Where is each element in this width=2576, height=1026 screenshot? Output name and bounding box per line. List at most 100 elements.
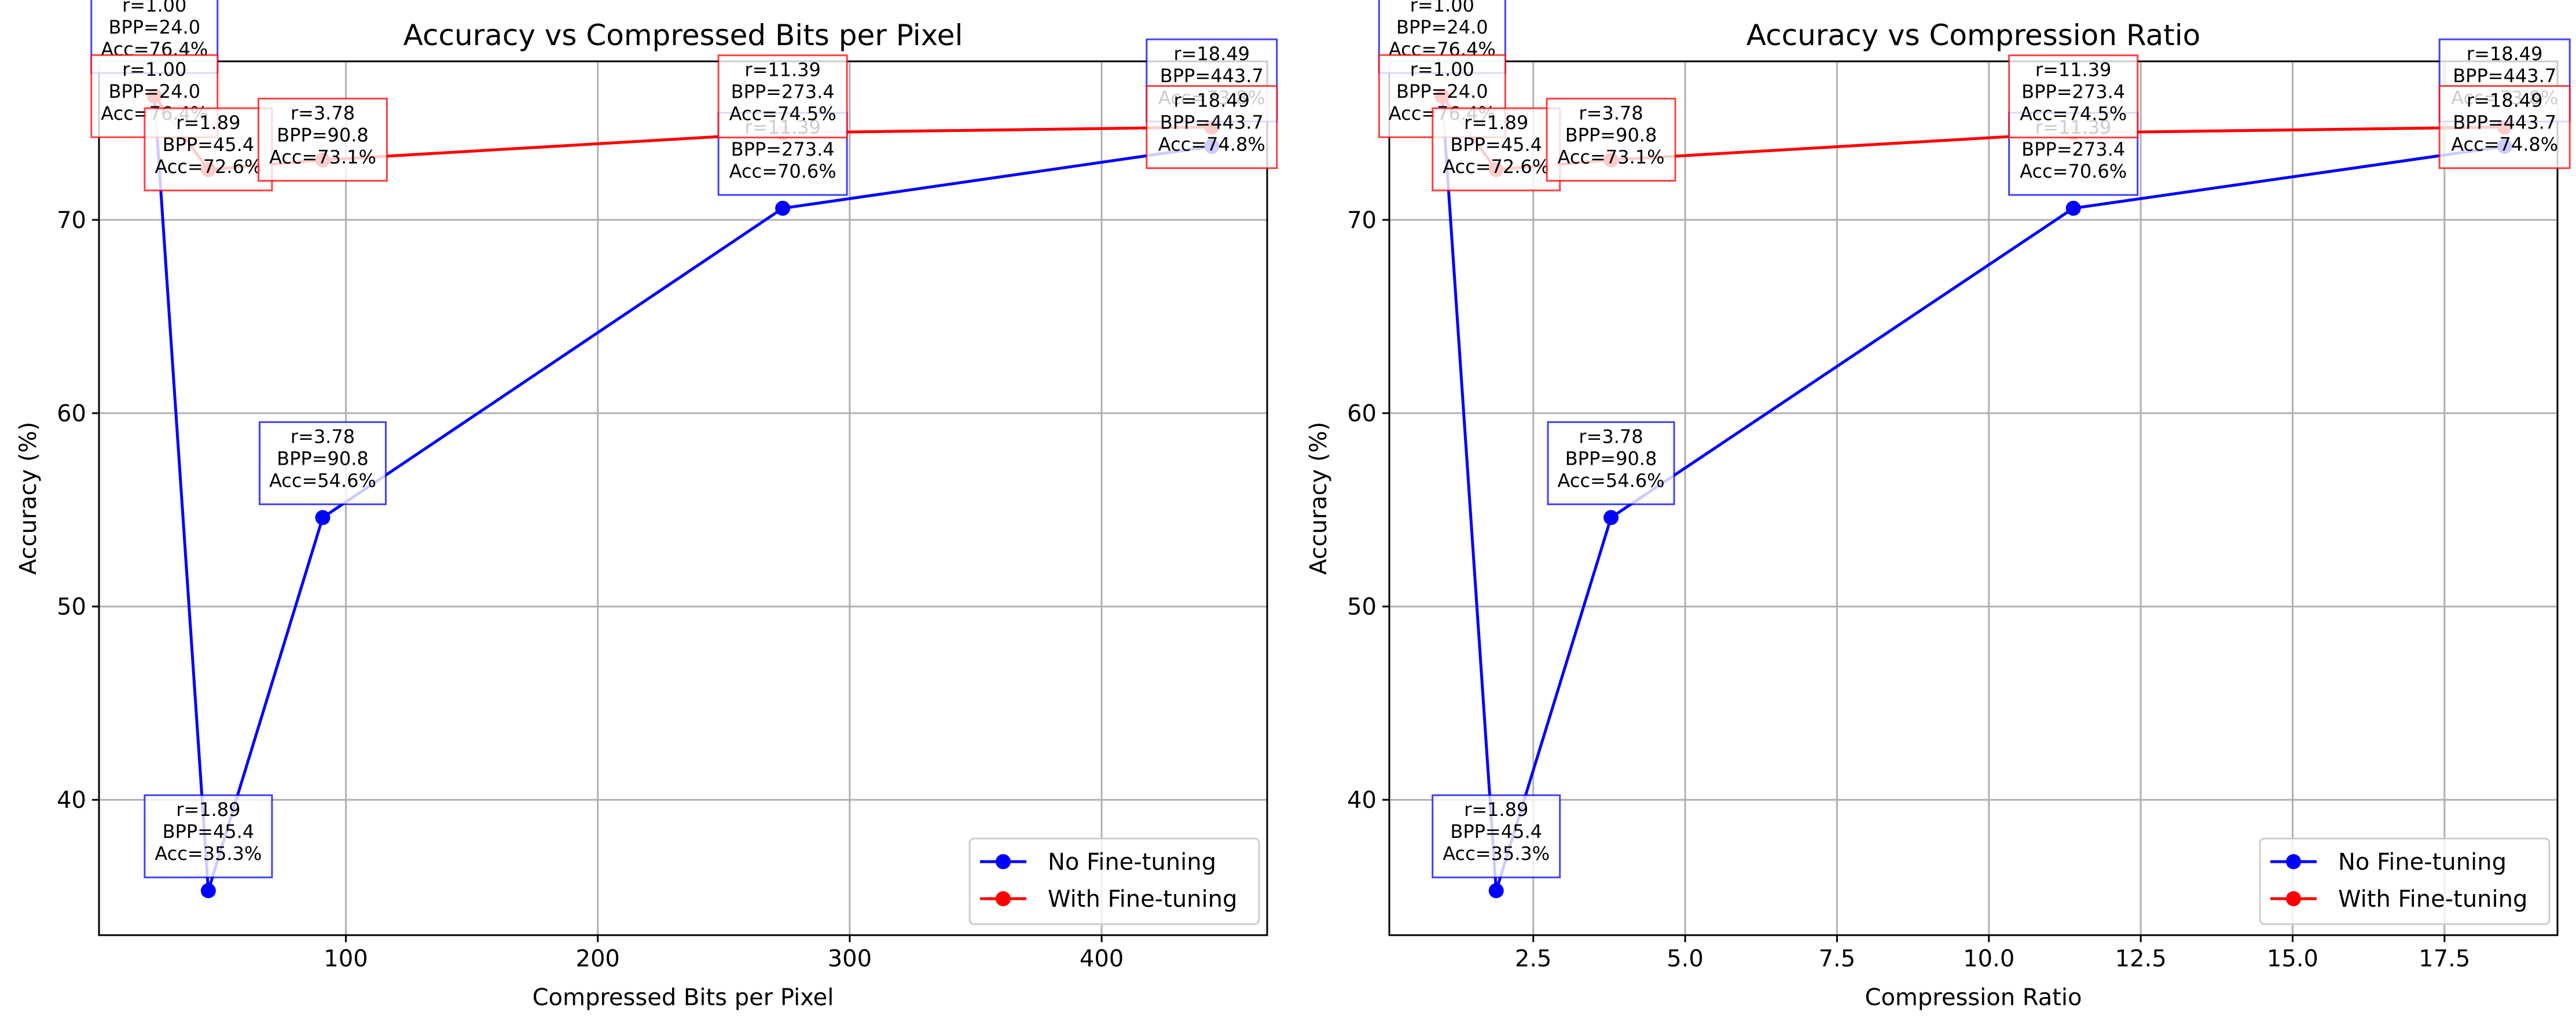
annotation-line: r=3.78 bbox=[1579, 425, 1643, 447]
annotation-box bbox=[144, 794, 273, 878]
annotation-line: BPP=90.8 bbox=[1565, 124, 1657, 146]
left-legend: No Fine-tuning With Fine-tuning bbox=[968, 837, 1260, 925]
annotation-line: BPP=24.0 bbox=[108, 80, 200, 102]
y-tick-label: 40 bbox=[1347, 787, 1377, 814]
annotation-line: r=1.00 bbox=[122, 58, 186, 80]
annotation-line: Acc=73.1% bbox=[1558, 146, 1665, 168]
annotation-line: r=18.49 bbox=[1173, 90, 1250, 112]
annotation-line: r=3.78 bbox=[291, 102, 355, 124]
y-tick-label: 40 bbox=[57, 787, 86, 814]
x-tick-label: 10.0 bbox=[1963, 946, 2014, 972]
annotation-line: r=1.89 bbox=[176, 112, 240, 134]
y-tick-label: 70 bbox=[57, 207, 86, 234]
data-point-no-finetune bbox=[1603, 510, 1619, 525]
y-tick-label: 50 bbox=[1347, 594, 1377, 620]
left-x-axis-label: Compressed Bits per Pixel bbox=[533, 984, 834, 1011]
left-plot-frame bbox=[98, 60, 1268, 936]
right-axis-ticks: 2.5 5.0 7.5 10.0 12.5 15.0 17.5 40 50 60 70 bbox=[1347, 207, 2470, 972]
right-subplot: 2.5 5.0 7.5 10.0 12.5 15.0 17.5 40 50 60 70 r=1.00… bbox=[1305, 0, 2571, 1011]
annotation-line: BPP=273.4 bbox=[731, 81, 835, 103]
y-tick-label: 60 bbox=[57, 400, 86, 427]
x-tick-label: 15.0 bbox=[2267, 946, 2318, 972]
data-point-no-finetune bbox=[315, 510, 331, 525]
annotation-line: Acc=35.3% bbox=[155, 843, 262, 865]
right-legend: No Fine-tuning With Fine-tuning bbox=[2259, 837, 2551, 925]
annotation-line: r=11.39 bbox=[2035, 59, 2112, 81]
right-grid bbox=[1389, 61, 2557, 935]
data-point-no-finetune bbox=[200, 883, 216, 899]
left-legend-finetune-label: With Fine-tuning bbox=[1048, 886, 1237, 913]
left-grid bbox=[99, 61, 1267, 935]
left-y-axis-label: Accuracy (%) bbox=[15, 422, 42, 575]
y-tick-label: 60 bbox=[1347, 400, 1377, 427]
annotation-line: Acc=74.8% bbox=[2451, 134, 2558, 156]
annotation-line: r=1.89 bbox=[1464, 112, 1528, 134]
data-point-no-finetune bbox=[775, 200, 791, 216]
right-legend-finetune-label: With Fine-tuning bbox=[2338, 886, 2527, 913]
annotation-line: r=18.49 bbox=[2467, 90, 2543, 112]
left-point-annotations: r=1.00BPP=24.0Acc=76.4%r=1.89BPP=45.4Acc… bbox=[90, 0, 1278, 878]
annotation-line: BPP=45.4 bbox=[163, 821, 255, 843]
left-legend-no-finetune-marker bbox=[996, 854, 1011, 869]
y-tick-label: 50 bbox=[57, 594, 86, 620]
annotation-line: Acc=54.6% bbox=[1558, 469, 1665, 491]
annotation-box bbox=[1546, 97, 1676, 182]
annotation-line: BPP=443.7 bbox=[1160, 65, 1264, 87]
annotation-line: BPP=45.4 bbox=[1450, 134, 1542, 156]
annotation-line: BPP=24.0 bbox=[1396, 80, 1488, 102]
right-x-axis-label: Compression Ratio bbox=[1865, 984, 2082, 1011]
annotation-box bbox=[2008, 54, 2139, 139]
left-legend-frame bbox=[968, 837, 1260, 925]
annotation-line: BPP=273.4 bbox=[731, 138, 835, 160]
annotation-line: Acc=74.5% bbox=[2020, 103, 2127, 125]
x-tick-label: 400 bbox=[1080, 946, 1124, 972]
annotation-box bbox=[257, 97, 388, 182]
annotation-line: r=1.00 bbox=[1410, 58, 1474, 80]
x-tick-label: 12.5 bbox=[2115, 946, 2167, 972]
annotation-line: BPP=90.8 bbox=[277, 447, 369, 469]
annotation-line: BPP=90.8 bbox=[1565, 447, 1657, 469]
annotation-box bbox=[2438, 85, 2571, 170]
annotation-box bbox=[1432, 107, 1561, 192]
annotation-box bbox=[1146, 85, 1278, 170]
left-axis-ticks: 100 200 300 400 40 50 60 70 bbox=[57, 207, 1124, 972]
x-tick-label: 200 bbox=[576, 946, 620, 972]
annotation-box bbox=[1547, 421, 1675, 505]
annotation-line: Acc=54.6% bbox=[269, 469, 376, 491]
right-legend-no-finetune-label: No Fine-tuning bbox=[2338, 849, 2507, 876]
annotation-line: Acc=74.8% bbox=[1158, 134, 1265, 156]
y-tick-label: 70 bbox=[1347, 207, 1377, 234]
annotation-line: Acc=70.6% bbox=[2020, 160, 2127, 182]
annotation-line: BPP=45.4 bbox=[163, 134, 255, 156]
annotation-line: BPP=24.0 bbox=[1396, 16, 1488, 38]
annotation-box bbox=[717, 54, 848, 139]
right-legend-frame bbox=[2259, 837, 2551, 925]
annotation-line: r=1.00 bbox=[1410, 0, 1474, 16]
left-chart-title: Accuracy vs Compressed Bits per Pixel bbox=[403, 19, 963, 52]
data-point-no-finetune bbox=[1488, 883, 1504, 899]
annotation-line: BPP=443.7 bbox=[2453, 112, 2556, 134]
annotation-line: BPP=443.7 bbox=[2453, 65, 2556, 87]
annotation-line: Acc=35.3% bbox=[1443, 843, 1550, 865]
x-tick-label: 17.5 bbox=[2419, 946, 2470, 972]
annotation-line: r=3.78 bbox=[291, 425, 355, 447]
annotation-box bbox=[258, 421, 387, 505]
x-tick-label: 2.5 bbox=[1515, 946, 1552, 972]
annotation-line: Acc=73.1% bbox=[269, 146, 376, 168]
right-plot-frame bbox=[1388, 60, 2559, 936]
left-legend-no-finetune-label: No Fine-tuning bbox=[1048, 849, 1216, 876]
annotation-line: Acc=70.6% bbox=[729, 160, 836, 182]
right-legend-no-finetune-marker bbox=[2286, 854, 2301, 869]
